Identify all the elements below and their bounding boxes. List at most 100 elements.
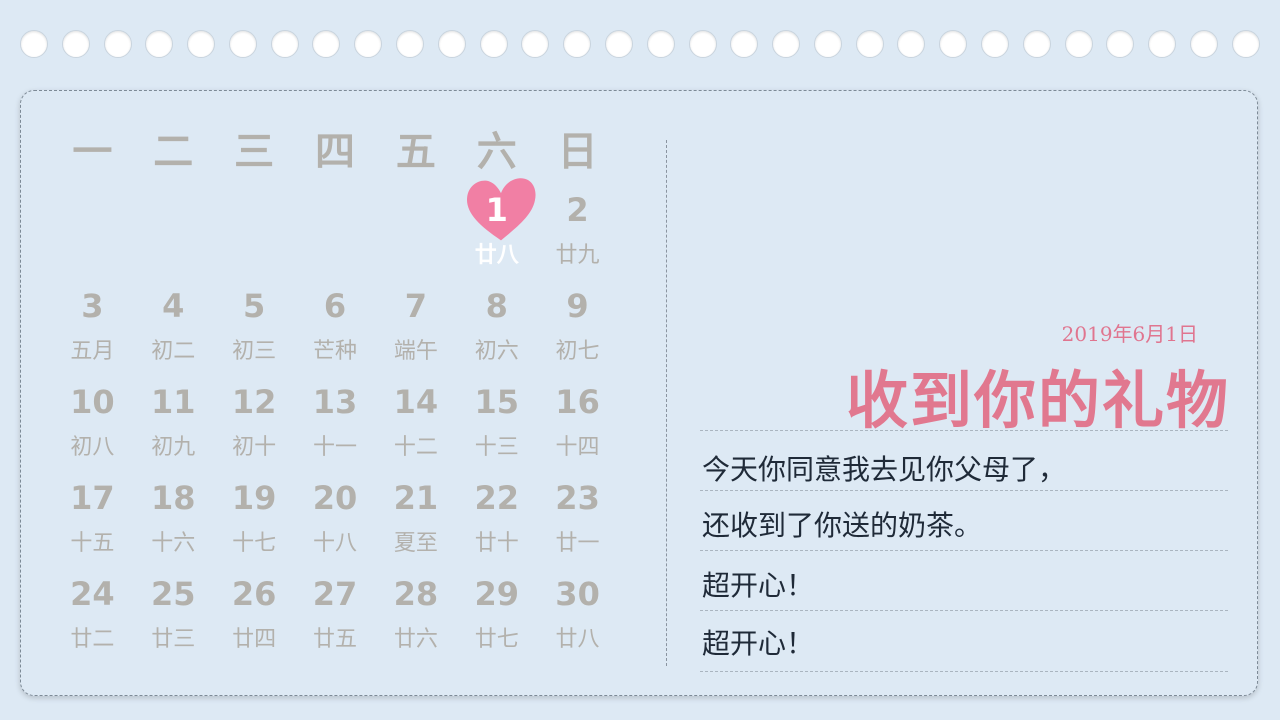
calendar-day[interactable]: 30 廿八 bbox=[537, 572, 618, 668]
calendar-day[interactable]: 2 廿九 bbox=[537, 188, 618, 284]
calendar-day[interactable]: 10 初八 bbox=[52, 380, 133, 476]
vertical-divider bbox=[666, 140, 667, 666]
calendar-day[interactable]: 6 芒种 bbox=[295, 284, 376, 380]
binding-hole bbox=[646, 30, 675, 58]
calendar-day[interactable]: 17 十五 bbox=[52, 476, 133, 572]
entry-title: 收到你的礼物 bbox=[845, 364, 1230, 437]
weekday-label: 四 bbox=[314, 128, 355, 175]
binding-hole bbox=[688, 30, 717, 58]
lunar-date: 十四 bbox=[555, 435, 600, 460]
lunar-date: 廿七 bbox=[474, 627, 519, 652]
lunar-date: 十八 bbox=[312, 531, 357, 556]
lunar-date: 廿五 bbox=[312, 627, 357, 652]
calendar-day[interactable]: 23 廿一 bbox=[537, 476, 618, 572]
binding-hole bbox=[1022, 30, 1051, 58]
binding-hole bbox=[1106, 30, 1135, 58]
day-number: 25 bbox=[151, 575, 196, 613]
day-number: 19 bbox=[231, 479, 277, 517]
binding-hole bbox=[1189, 30, 1218, 58]
calendar-day[interactable]: 20 十八 bbox=[295, 476, 376, 572]
empty-cell bbox=[295, 188, 376, 284]
day-number: 24 bbox=[70, 575, 115, 613]
rule-line bbox=[700, 430, 1228, 431]
binding-hole bbox=[1148, 30, 1177, 58]
calendar-day[interactable]: 3 五月 bbox=[52, 284, 133, 380]
binding-hole bbox=[980, 30, 1009, 58]
calendar-day[interactable]: 16 十四 bbox=[537, 380, 618, 476]
calendar-day[interactable]: 15 十三 bbox=[456, 380, 537, 476]
calendar-day-today[interactable]: 1 廿八 bbox=[456, 178, 537, 284]
calendar-day[interactable]: 18 十六 bbox=[133, 476, 214, 572]
calendar-day[interactable]: 12 初十 bbox=[214, 380, 295, 476]
binding-hole bbox=[1064, 30, 1093, 58]
lunar-date: 廿一 bbox=[555, 531, 600, 556]
lunar-date: 廿三 bbox=[151, 627, 196, 652]
calendar-day[interactable]: 13 十一 bbox=[295, 380, 376, 476]
weekday-label: 一 bbox=[72, 128, 113, 175]
day-number: 4 bbox=[162, 287, 185, 325]
day-number: 16 bbox=[555, 383, 600, 421]
calendar-day[interactable]: 27 廿五 bbox=[295, 572, 376, 668]
day-number: 7 bbox=[404, 287, 427, 325]
lunar-date: 十二 bbox=[393, 435, 438, 460]
weekday-label: 日 bbox=[557, 128, 598, 175]
day-number: 26 bbox=[231, 575, 277, 613]
day-number: 3 bbox=[81, 287, 104, 325]
lunar-date: 十一 bbox=[312, 435, 357, 460]
rule-line bbox=[700, 550, 1228, 551]
day-number: 2 bbox=[566, 191, 589, 229]
lunar-date: 廿八 bbox=[474, 243, 519, 268]
lunar-date: 芒种 bbox=[312, 339, 357, 364]
weekday-label: 三 bbox=[234, 128, 275, 175]
binding-holes bbox=[20, 30, 1260, 58]
calendar-day[interactable]: 26 廿四 bbox=[214, 572, 295, 668]
lunar-date: 夏至 bbox=[393, 531, 438, 556]
day-number: 21 bbox=[393, 479, 439, 517]
calendar-day[interactable]: 9 初七 bbox=[537, 284, 618, 380]
calendar-day[interactable]: 28 廿六 bbox=[375, 572, 456, 668]
calendar-day[interactable]: 22 廿十 bbox=[456, 476, 537, 572]
calendar-grid: 1 廿八 2 廿九 3 五月 4 初二 5 初三 6 芒种 7 端午 8 初六 9 初七 10 初八 11 初九 12 初十 1… bbox=[52, 178, 618, 668]
binding-hole bbox=[312, 30, 341, 58]
lunar-date: 五月 bbox=[70, 339, 115, 364]
calendar-day[interactable]: 21 夏至 bbox=[375, 476, 456, 572]
calendar-day[interactable]: 24 廿二 bbox=[52, 572, 133, 668]
binding-hole bbox=[897, 30, 926, 58]
calendar-day[interactable]: 7 端午 bbox=[375, 284, 456, 380]
lunar-date: 廿十 bbox=[474, 531, 519, 556]
day-number: 1 bbox=[485, 191, 508, 229]
day-number: 10 bbox=[70, 383, 115, 421]
rule-line bbox=[700, 610, 1228, 611]
binding-hole bbox=[521, 30, 550, 58]
binding-hole bbox=[145, 30, 174, 58]
calendar-day[interactable]: 25 廿三 bbox=[133, 572, 214, 668]
calendar-day[interactable]: 5 初三 bbox=[214, 284, 295, 380]
binding-hole bbox=[939, 30, 968, 58]
calendar-day[interactable]: 14 十二 bbox=[375, 380, 456, 476]
lunar-date: 廿六 bbox=[393, 627, 438, 652]
calendar-day[interactable]: 11 初九 bbox=[133, 380, 214, 476]
day-number: 29 bbox=[474, 575, 519, 613]
day-number: 14 bbox=[393, 383, 439, 421]
calendar-card bbox=[20, 90, 1258, 696]
lunar-date: 初八 bbox=[70, 435, 115, 460]
lunar-date: 廿四 bbox=[232, 627, 277, 652]
calendar-day[interactable]: 29 廿七 bbox=[456, 572, 537, 668]
empty-cell bbox=[133, 188, 214, 284]
lunar-date: 初六 bbox=[474, 339, 519, 364]
calendar-day[interactable]: 19 十七 bbox=[214, 476, 295, 572]
binding-hole bbox=[228, 30, 257, 58]
day-number: 11 bbox=[151, 383, 196, 421]
calendar-day[interactable]: 8 初六 bbox=[456, 284, 537, 380]
day-number: 12 bbox=[231, 383, 277, 421]
lunar-date: 初三 bbox=[232, 339, 277, 364]
lunar-date: 初七 bbox=[555, 339, 600, 364]
lunar-date: 初九 bbox=[151, 435, 196, 460]
day-number: 17 bbox=[70, 479, 115, 517]
binding-hole bbox=[270, 30, 299, 58]
entry-line-4: 超开心！ bbox=[702, 627, 815, 660]
calendar-day[interactable]: 4 初二 bbox=[133, 284, 214, 380]
binding-hole bbox=[563, 30, 592, 58]
lunar-date: 廿八 bbox=[555, 627, 600, 652]
